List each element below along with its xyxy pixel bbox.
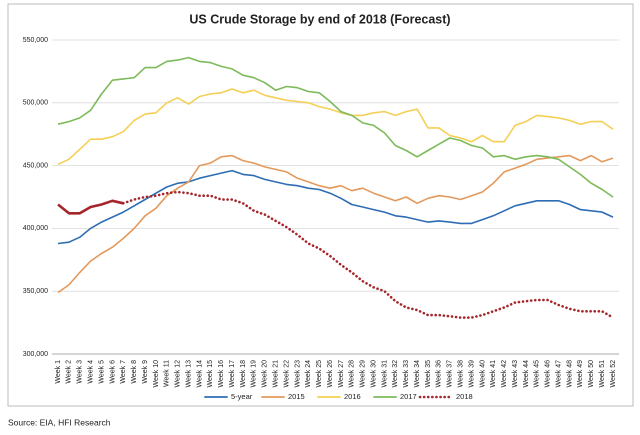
x-tick-label: Week 28 [349, 360, 356, 388]
x-tick-label: Week 49 [577, 360, 584, 388]
x-tick-label: Week 52 [610, 360, 617, 388]
x-tick-label: Week 14 [196, 360, 203, 388]
x-tick-label: Week 42 [501, 360, 508, 388]
x-tick-label: Week 31 [381, 360, 388, 388]
x-tick-label: Week 26 [327, 360, 334, 388]
x-tick-label: Week 38 [457, 360, 464, 388]
series-line [57, 154, 614, 294]
x-tick-label: Week 39 [468, 360, 475, 388]
x-tick-label: Week 51 [599, 360, 606, 388]
legend-label: 2016 [344, 392, 361, 401]
x-tick-label: Week 13 [185, 360, 192, 388]
x-tick-label: Week 17 [229, 360, 236, 388]
x-tick-label: Week 50 [588, 360, 595, 388]
x-tick-label: Week 2 [66, 360, 73, 384]
legend-label: 5-year [231, 392, 253, 401]
y-tick-label: 500,000 [23, 100, 48, 107]
x-tick-label: Week 6 [109, 360, 116, 384]
x-tick-label: Week 45 [534, 360, 541, 388]
y-tick-label: 400,000 [23, 225, 48, 232]
x-tick-label: Week 11 [164, 360, 171, 387]
x-tick-label: Week 4 [87, 360, 94, 384]
x-tick-label: Week 46 [545, 360, 552, 388]
x-tick-label: Week 5 [98, 360, 105, 384]
x-tick-label: Week 48 [566, 360, 573, 388]
x-tick-label: Week 9 [142, 360, 149, 384]
chart-border [7, 3, 634, 407]
x-tick-label: Week 33 [403, 360, 410, 388]
source-note: Source: EIA, HFI Research [8, 417, 111, 427]
x-tick-label: Week 27 [338, 360, 345, 388]
y-tick-label: 300,000 [23, 351, 48, 358]
x-tick-label: Week 47 [555, 360, 562, 388]
series-line [57, 56, 614, 198]
legend-label: 2017 [400, 392, 417, 401]
x-tick-label: Week 43 [512, 360, 519, 388]
x-tick-label: Week 36 [436, 360, 443, 388]
x-tick-label: Week 8 [131, 360, 138, 384]
x-tick-label: Week 21 [272, 360, 279, 388]
x-tick-label: Week 29 [360, 360, 367, 388]
x-tick-label: Week 44 [523, 360, 530, 388]
x-tick-label: Week 35 [425, 360, 432, 388]
x-tick-label: Week 16 [218, 360, 225, 388]
x-tick-label: Week 12 [175, 360, 182, 388]
legend-label: 2018 [456, 392, 473, 401]
x-tick-label: Week 30 [370, 360, 377, 388]
x-tick-label: Week 32 [392, 360, 399, 388]
chart-title: US Crude Storage by end of 2018 (Forecas… [189, 12, 450, 26]
y-tick-label: 450,000 [23, 162, 48, 169]
x-tick-label: Week 15 [207, 360, 214, 388]
x-tick-label: Week 7 [120, 360, 127, 384]
series-line [57, 88, 614, 166]
x-tick-label: Week 23 [294, 360, 301, 388]
x-tick-label: Week 22 [283, 360, 290, 388]
y-tick-label: 350,000 [23, 288, 48, 295]
x-tick-label: Week 19 [251, 360, 258, 388]
x-tick-label: Week 34 [414, 360, 421, 388]
y-tick-label: 550,000 [23, 37, 48, 44]
series-line-solid [57, 199, 124, 215]
x-tick-label: Week 25 [316, 360, 323, 388]
x-tick-label: Week 41 [490, 360, 497, 388]
x-tick-label: Week 18 [240, 360, 247, 388]
x-tick-label: Week 24 [305, 360, 312, 388]
x-tick-label: Week 10 [153, 360, 160, 388]
x-tick-label: Week 40 [479, 360, 486, 388]
x-tick-label: Week 20 [262, 360, 269, 388]
legend-label: 2015 [288, 392, 305, 401]
x-tick-label: Week 37 [447, 360, 454, 388]
series-line-dotted [122, 190, 615, 319]
x-tick-label: Week 1 [55, 360, 62, 384]
x-tick-label: Week 3 [77, 360, 84, 384]
